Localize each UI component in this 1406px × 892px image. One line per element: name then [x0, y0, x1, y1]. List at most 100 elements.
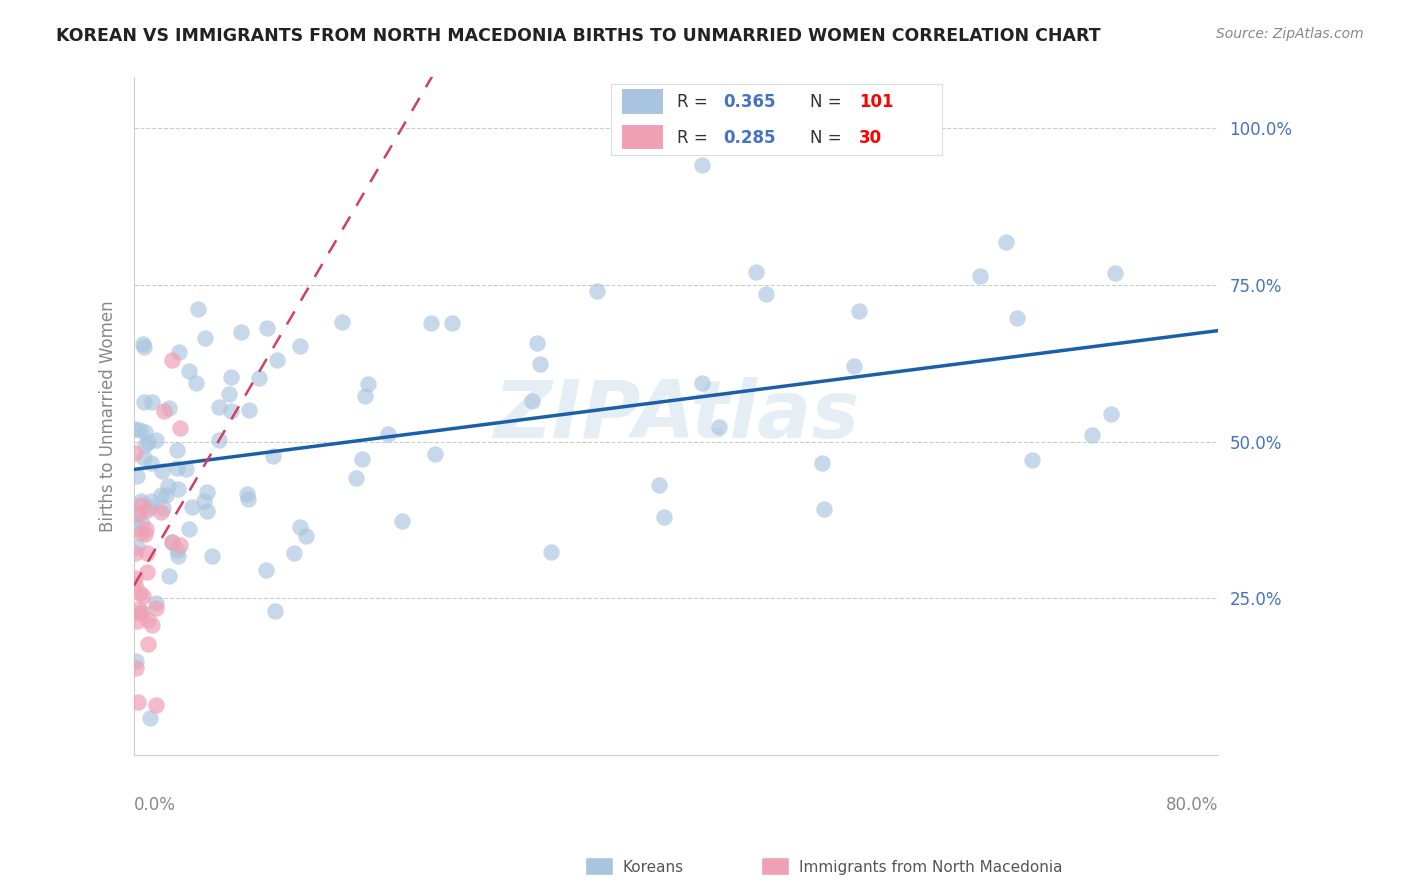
Point [169, 421, 191, 435]
Point [420, 316, 443, 330]
Point [124, 546, 146, 560]
Point [179, 364, 201, 378]
Point [654, 509, 676, 524]
Point [441, 316, 464, 330]
Text: Koreans: Koreans [623, 860, 683, 874]
Point [256, 320, 278, 334]
Point [160, 535, 183, 549]
Point [125, 521, 148, 535]
Point [139, 711, 162, 725]
Point [1007, 311, 1029, 326]
Point [141, 618, 163, 632]
Point [132, 340, 155, 354]
Point [166, 482, 188, 496]
Point [208, 400, 231, 414]
Point [141, 494, 163, 508]
Point [745, 265, 768, 279]
Point [357, 377, 380, 392]
Point [127, 469, 149, 483]
Point [128, 602, 150, 616]
Text: KOREAN VS IMMIGRANTS FROM NORTH MACEDONIA BIRTHS TO UNMARRIED WOMEN CORRELATION : KOREAN VS IMMIGRANTS FROM NORTH MACEDONI… [56, 27, 1101, 45]
Point [131, 605, 153, 619]
Point [136, 614, 159, 628]
Point [132, 590, 155, 604]
Text: ZIPAtlas: ZIPAtlas [494, 377, 859, 456]
Point [134, 437, 156, 451]
Point [129, 423, 152, 437]
Point [844, 359, 866, 373]
Point [810, 457, 832, 471]
Point [129, 498, 152, 512]
Point [139, 500, 162, 514]
Point [166, 543, 188, 558]
Point [124, 446, 146, 460]
Point [520, 394, 543, 409]
Point [1099, 407, 1122, 421]
Point [128, 586, 150, 600]
Point [540, 545, 562, 559]
Point [135, 565, 157, 579]
Point [194, 331, 217, 345]
Point [167, 344, 190, 359]
Point [1021, 452, 1043, 467]
Point [157, 569, 180, 583]
Text: Immigrants from North Macedonia: Immigrants from North Macedonia [799, 860, 1062, 874]
Point [132, 337, 155, 351]
Point [169, 538, 191, 552]
FancyBboxPatch shape [585, 857, 613, 875]
Point [129, 494, 152, 508]
Point [377, 427, 399, 442]
Point [813, 502, 835, 516]
Point [177, 522, 200, 536]
Point [690, 158, 713, 172]
Point [152, 403, 174, 417]
Point [157, 401, 180, 416]
Point [145, 596, 167, 610]
Point [262, 449, 284, 463]
Point [221, 404, 243, 418]
Point [127, 508, 149, 522]
Point [201, 549, 224, 563]
Point [128, 508, 150, 522]
Point [1104, 267, 1126, 281]
Point [145, 601, 167, 615]
Point [134, 425, 156, 439]
Point [124, 578, 146, 592]
Point [135, 502, 157, 516]
Point [141, 456, 163, 470]
Point [167, 549, 190, 563]
Point [132, 450, 155, 465]
Point [145, 698, 167, 713]
Point [187, 302, 209, 317]
Point [236, 491, 259, 506]
Point [181, 500, 204, 514]
Point [135, 522, 157, 536]
Point [352, 452, 374, 467]
Point [848, 303, 870, 318]
Point [229, 326, 252, 340]
Point [136, 546, 159, 560]
Point [219, 370, 242, 384]
Point [166, 442, 188, 457]
Point [150, 505, 173, 519]
Point [236, 486, 259, 500]
Point [129, 606, 152, 620]
Point [283, 546, 305, 560]
Point [647, 478, 669, 492]
Point [344, 471, 367, 485]
Point [1081, 428, 1104, 442]
Text: 0.0%: 0.0% [134, 796, 176, 814]
Point [145, 434, 167, 448]
Point [288, 520, 311, 534]
Text: Source: ZipAtlas.com: Source: ZipAtlas.com [1216, 27, 1364, 41]
Point [124, 421, 146, 435]
Point [690, 376, 713, 391]
Point [125, 661, 148, 675]
Point [586, 284, 609, 298]
Point [247, 371, 270, 385]
Point [160, 352, 183, 367]
Point [295, 529, 318, 543]
Point [174, 462, 197, 476]
Point [160, 534, 183, 549]
Point [186, 376, 208, 391]
